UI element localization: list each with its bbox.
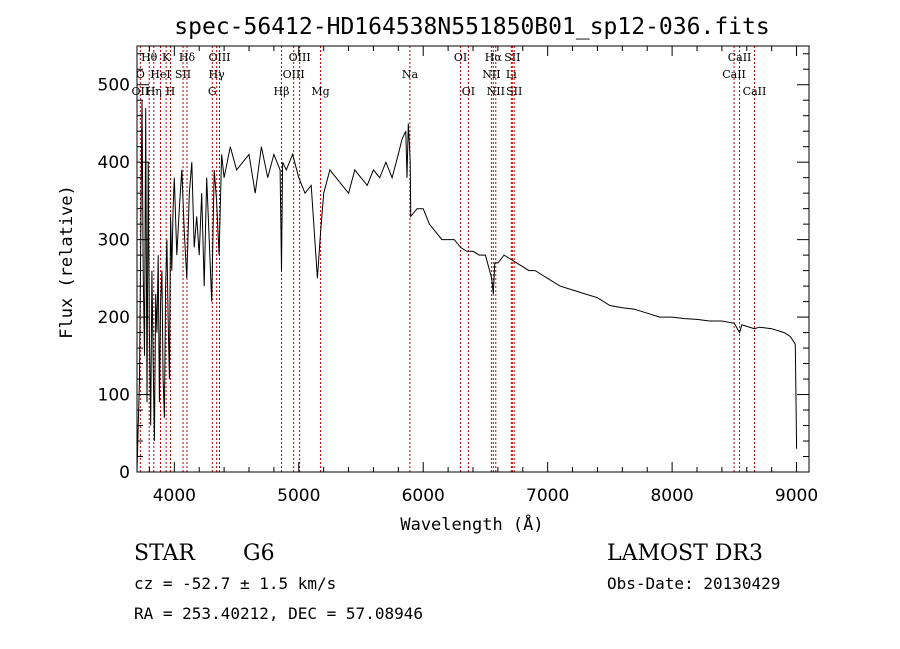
x-tick-label: 7000 [526,486,569,506]
line-label: OII [132,85,150,98]
y-tick-label: 100 [98,386,130,406]
line-label: OI [462,85,475,98]
line-label: CaII [743,85,767,98]
y-tick-label: 0 [119,463,130,483]
line-label: Na [402,68,419,81]
y-axis-label: Flux (relative) [57,185,77,339]
line-label: H [166,85,176,98]
line-label: NII [487,85,505,98]
x-axis-label: Wavelength (Å) [400,513,543,535]
object-subclass: G6 [243,541,275,566]
line-label: OIII [283,68,305,81]
chart-title: spec-56412-HD164538N551850B01_sp12-036.f… [174,14,769,40]
x-tick-label: 4000 [153,486,196,506]
spectral-line-labels: Hθ O OII K HeI Hη Hδ SII H OIII Hγ G Hβ OIII OIII Mg Na O… [132,51,767,98]
y-axis-ticks: 0 100 200 300 400 500 [98,53,809,483]
observation-date: Obs-Date: 20130429 [607,574,780,593]
y-tick-label: 300 [98,231,130,251]
x-axis-ticks: 4000 5000 6000 7000 8000 9000 [148,46,818,506]
line-label: HeI [150,68,170,81]
y-tick-label: 200 [98,308,130,328]
line-label: SII [504,51,520,64]
line-label: SII [175,68,191,81]
redshift-cz: cz = -52.7 ± 1.5 km/s [134,574,336,593]
line-label: SII [506,85,522,98]
spectrum-line [136,100,798,473]
x-tick-label: 9000 [775,486,818,506]
survey-name: LAMOST DR3 [607,541,763,566]
y-tick-label: 400 [98,153,130,173]
x-tick-label: 5000 [277,486,320,506]
line-label: Hβ [274,85,290,98]
line-label: NII [482,68,500,81]
line-label: CaII [722,68,746,81]
plot-frame [136,45,810,473]
line-label: OIII [208,51,230,64]
ra-dec: RA = 253.40212, DEC = 57.08946 [134,604,423,623]
y-tick-label: 500 [98,76,130,96]
spectral-line-markers [139,46,755,472]
line-label: Hγ [209,68,226,81]
line-label: Hδ [179,51,196,64]
line-label: G [208,85,217,98]
line-label: OIII [289,51,311,64]
line-label: Hη [146,85,162,98]
x-tick-label: 6000 [402,486,445,506]
line-label: Li [506,68,517,81]
line-label: O [136,68,145,81]
line-label: Hθ [141,51,158,64]
x-tick-label: 8000 [650,486,693,506]
line-label: OI [454,51,467,64]
line-label: Mg [311,85,329,98]
line-label: K [162,51,171,64]
line-label: Hα [485,51,503,64]
object-class: STAR [134,541,196,566]
line-label: CaII [728,51,752,64]
